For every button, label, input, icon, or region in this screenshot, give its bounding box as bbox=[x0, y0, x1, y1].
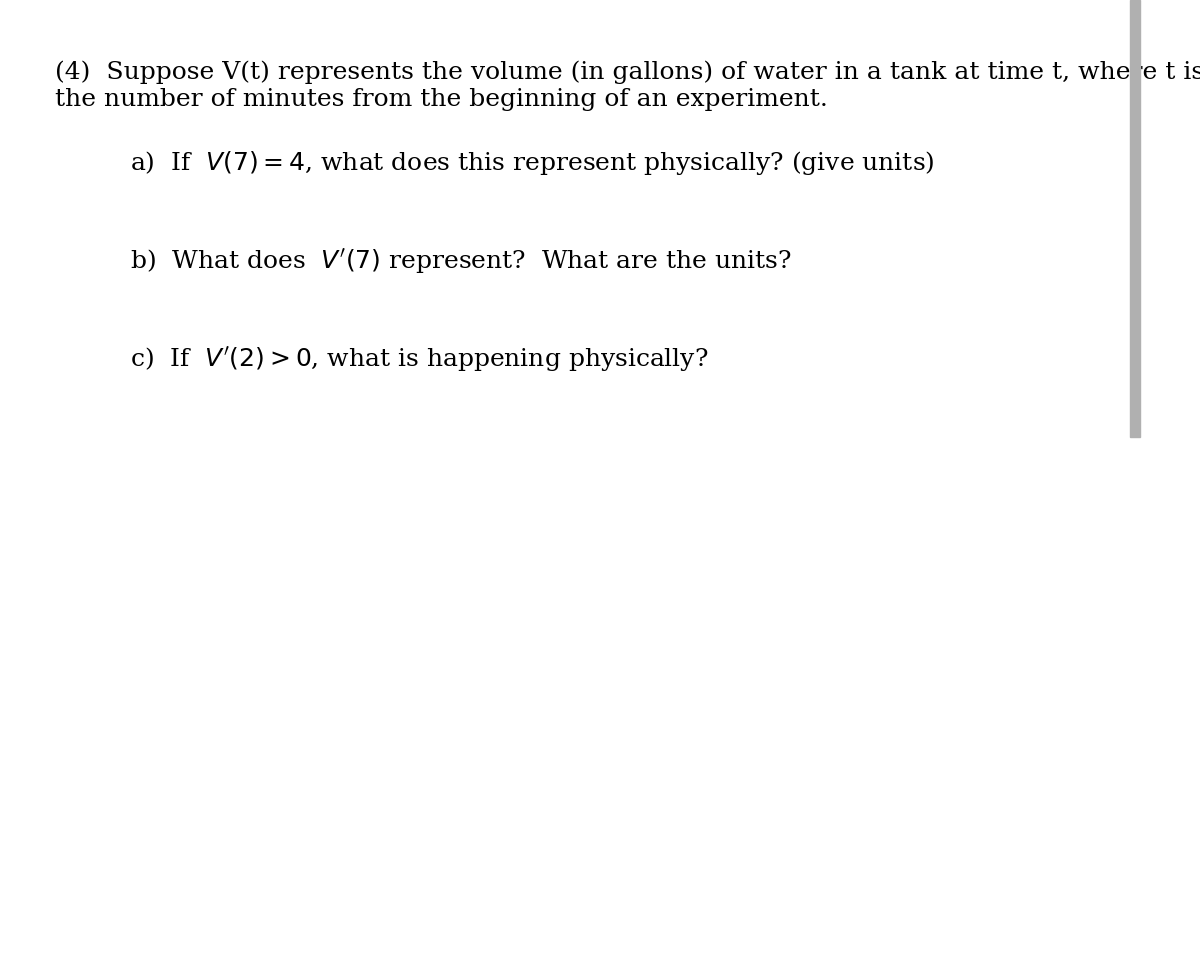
Text: the number of minutes from the beginning of an experiment.: the number of minutes from the beginning… bbox=[55, 87, 828, 111]
Bar bbox=[1130, 0, 1140, 437]
Text: c)  If  $V'(2)>0$, what is happening physically?: c) If $V'(2)>0$, what is happening physi… bbox=[130, 345, 708, 373]
Text: a)  If  $V(7)=4$, what does this represent physically? (give units): a) If $V(7)=4$, what does this represent… bbox=[130, 150, 935, 177]
Text: (4)  Suppose V(t) represents the volume (in gallons) of water in a tank at time : (4) Suppose V(t) represents the volume (… bbox=[55, 60, 1200, 84]
Text: b)  What does  $V'(7)$ represent?  What are the units?: b) What does $V'(7)$ represent? What are… bbox=[130, 247, 792, 276]
